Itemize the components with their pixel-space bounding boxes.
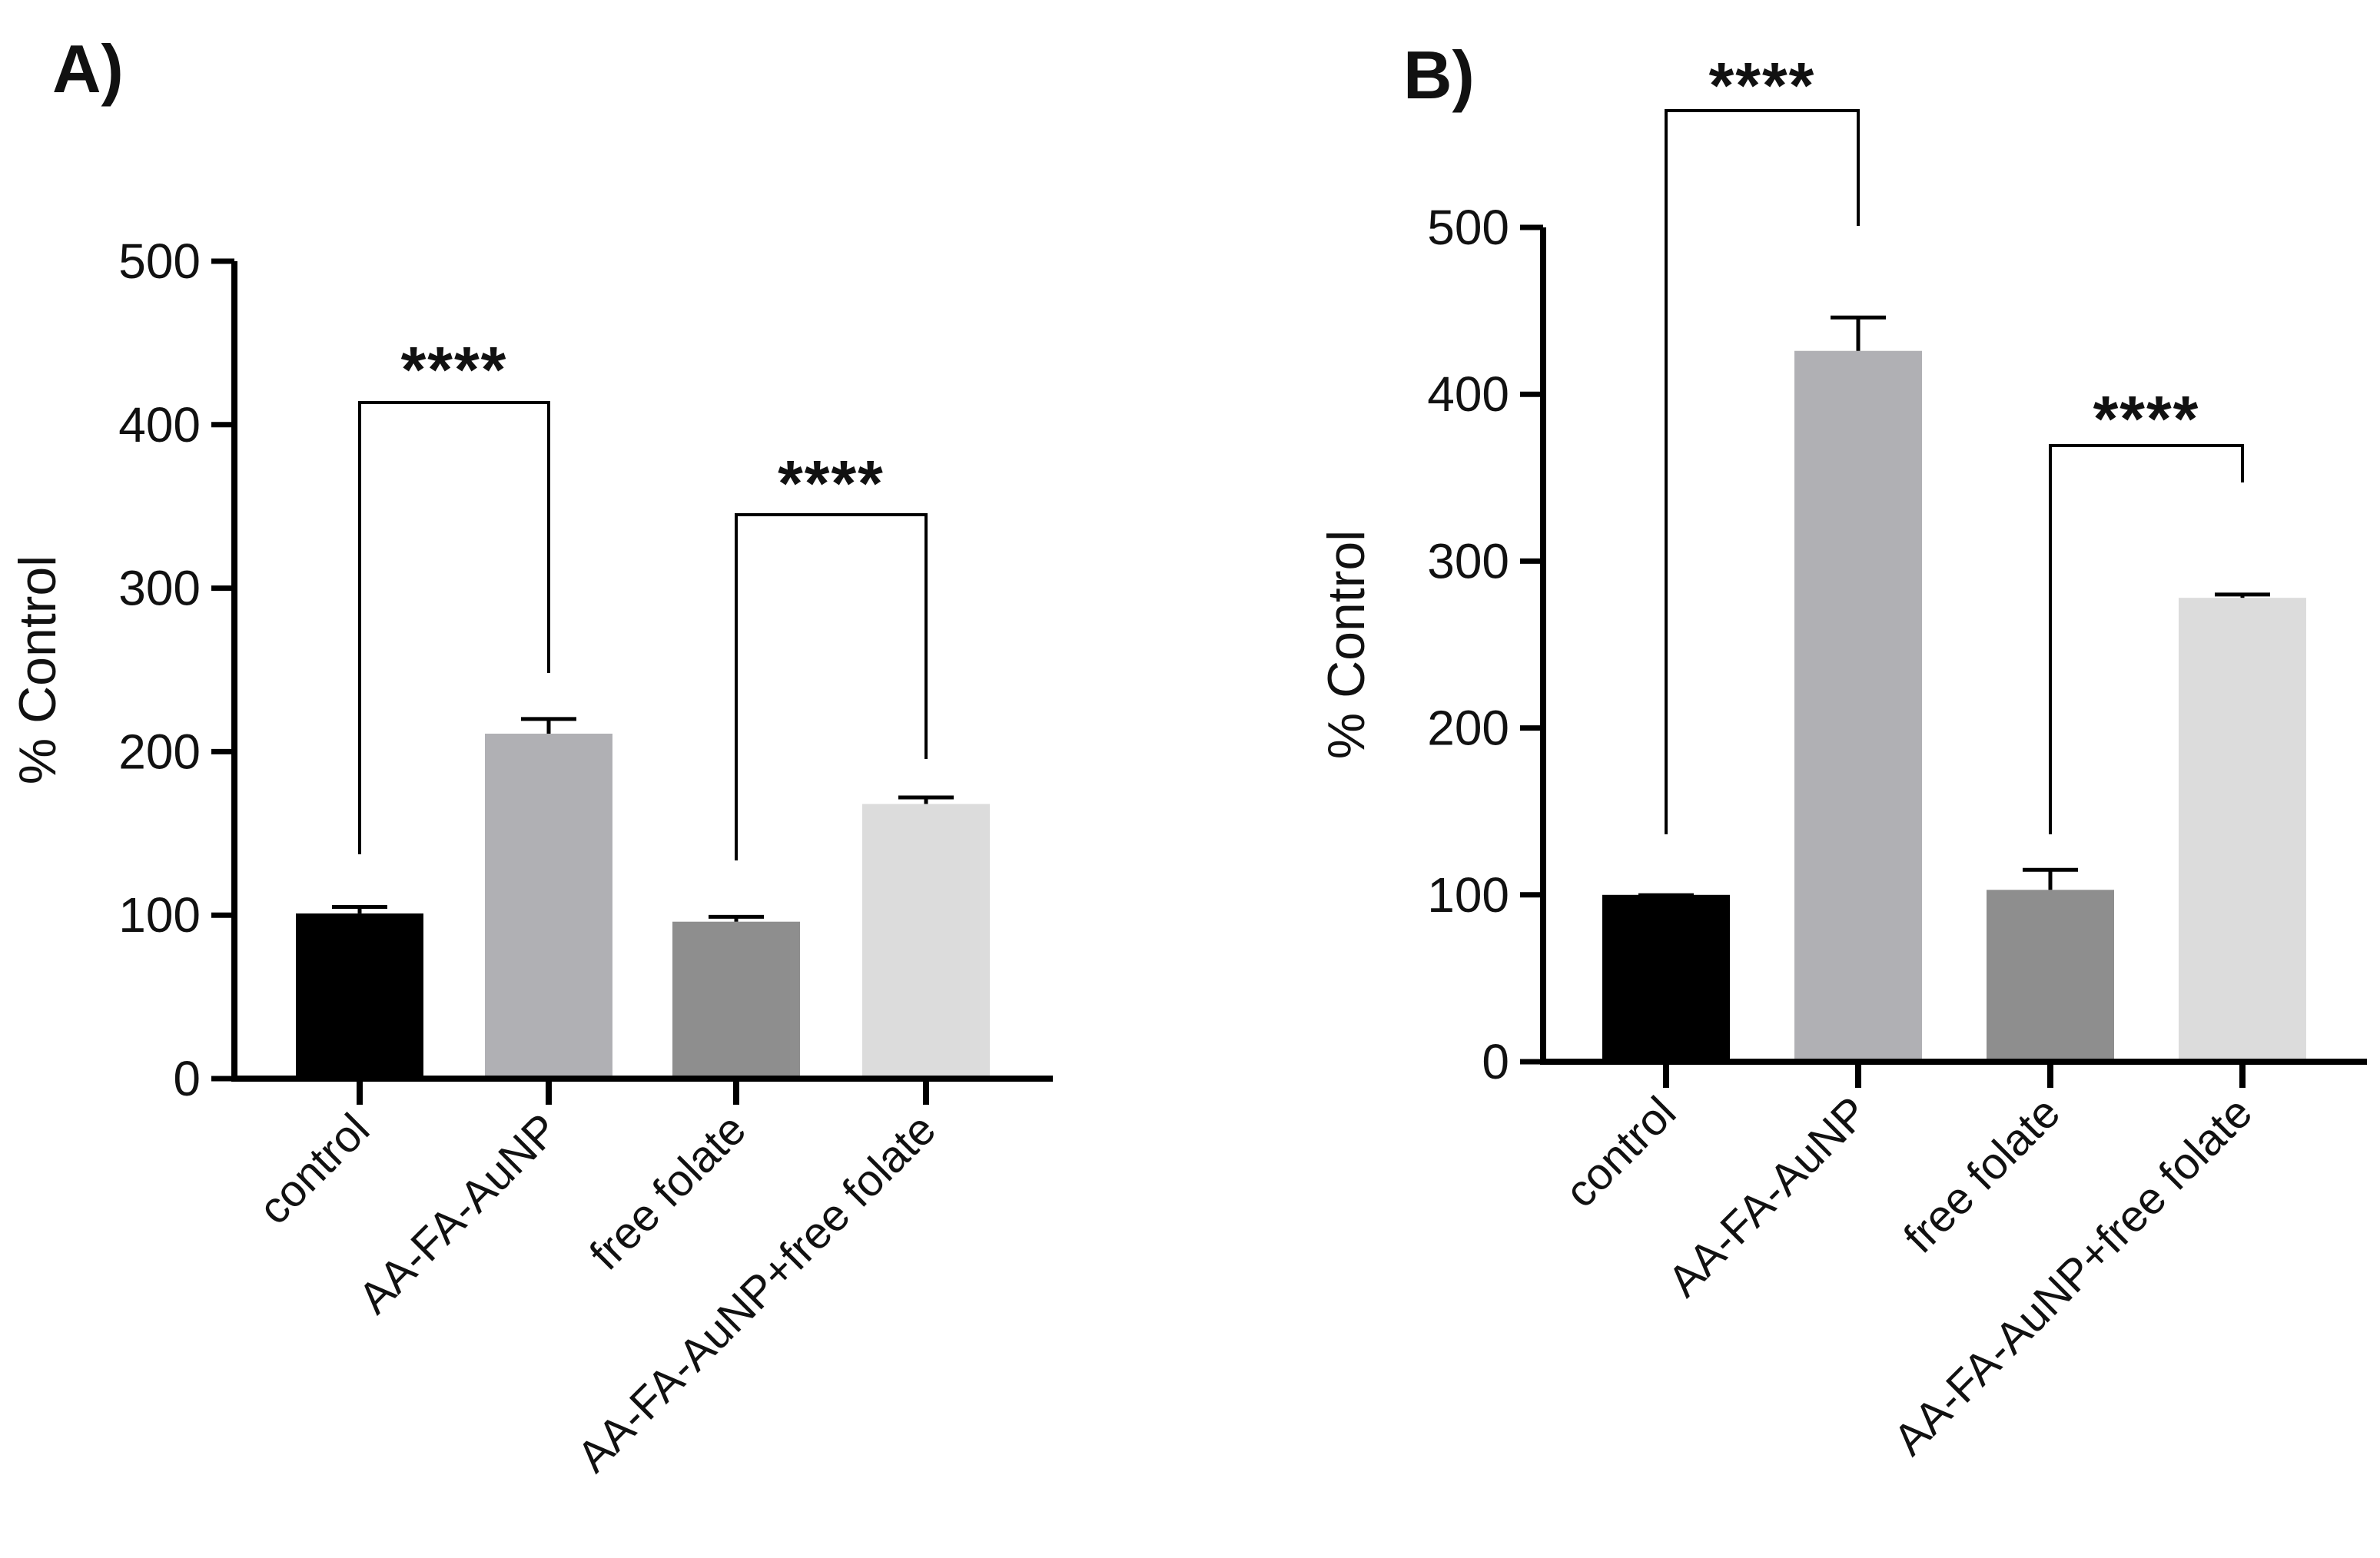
significance-label: **** bbox=[778, 447, 885, 519]
y-tick-label: 300 bbox=[118, 561, 201, 616]
panel-b: B)% Control0100200300400500controlAA-FA-… bbox=[1317, 37, 2367, 1465]
y-tick-label: 500 bbox=[1427, 200, 1509, 255]
bar-control bbox=[296, 913, 423, 1079]
y-tick-label: 400 bbox=[118, 397, 201, 452]
y-tick-label: 200 bbox=[1427, 701, 1509, 756]
significance-bracket bbox=[358, 401, 550, 854]
y-axis-label: % Control bbox=[8, 555, 67, 785]
x-tick-label: free folate bbox=[1894, 1087, 2070, 1262]
panel-label: A) bbox=[52, 31, 124, 107]
significance-bracket bbox=[1665, 109, 1860, 834]
y-tick-label: 100 bbox=[118, 887, 201, 943]
y-tick-label: 400 bbox=[1427, 366, 1509, 422]
panel-a: A)% Control0100200300400500controlAA-FA-… bbox=[8, 31, 1053, 1482]
y-tick-label: 100 bbox=[1427, 867, 1509, 923]
bar-aa-fa-aunp bbox=[485, 733, 612, 1079]
y-tick-label: 200 bbox=[118, 724, 201, 779]
panel-label: B) bbox=[1403, 37, 1475, 113]
bar-aa-fa-aunp-free-folate bbox=[862, 804, 990, 1079]
significance-label: **** bbox=[401, 333, 508, 406]
x-tick-label: free folate bbox=[580, 1104, 755, 1279]
significance-label: **** bbox=[1709, 49, 1816, 121]
y-tick-label: 0 bbox=[173, 1051, 201, 1106]
y-tick-label: 300 bbox=[1427, 533, 1509, 588]
bar-free-folate bbox=[672, 921, 800, 1079]
x-tick-label: AA-FA-AuNP bbox=[1658, 1087, 1877, 1306]
y-tick-label: 0 bbox=[1482, 1034, 1509, 1089]
bar-control bbox=[1602, 894, 1730, 1062]
bar-aa-fa-aunp bbox=[1794, 350, 1922, 1062]
significance-label: **** bbox=[2093, 383, 2200, 455]
x-tick-label: AA-FA-AuNP bbox=[349, 1104, 568, 1323]
bar-free-folate bbox=[1987, 890, 2114, 1062]
x-tick-label: AA-FA-AuNP+free folate bbox=[568, 1104, 946, 1482]
significance-bracket bbox=[735, 513, 928, 860]
y-axis-label: % Control bbox=[1317, 530, 1376, 760]
x-tick-label: control bbox=[1555, 1087, 1685, 1217]
x-tick-label: AA-FA-AuNP+free folate bbox=[1884, 1087, 2262, 1465]
significance-bracket bbox=[2049, 444, 2244, 834]
bar-aa-fa-aunp-free-folate bbox=[2179, 598, 2306, 1062]
x-tick-label: control bbox=[249, 1104, 379, 1234]
y-tick-label: 500 bbox=[118, 234, 201, 289]
